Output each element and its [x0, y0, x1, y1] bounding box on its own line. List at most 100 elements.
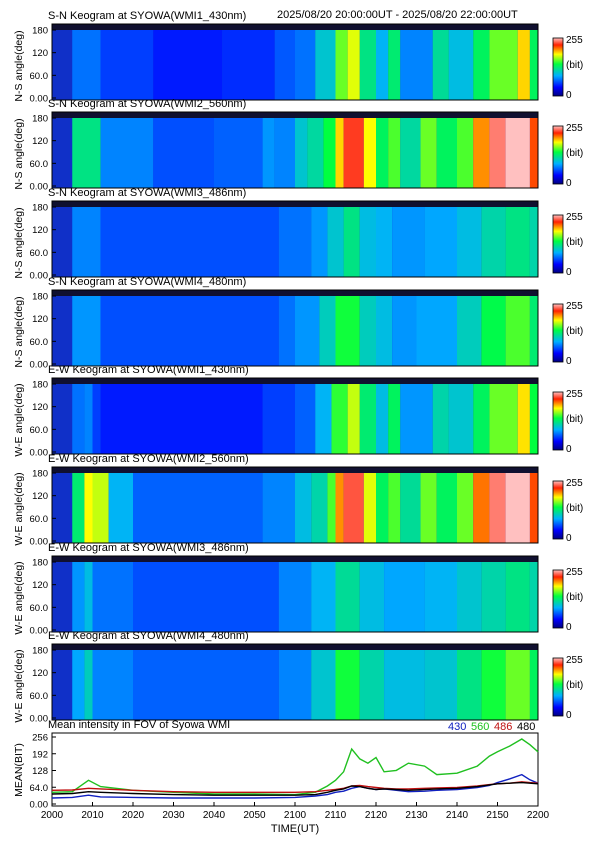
- keogram-column: [529, 473, 538, 543]
- keogram-column: [214, 118, 263, 188]
- tick-label: 180: [32, 26, 48, 37]
- keogram-column: [505, 562, 530, 632]
- keogram-column: [262, 473, 295, 543]
- colorbar-min: 0: [566, 444, 572, 455]
- tick-label: 0.00: [30, 626, 49, 637]
- keogram-column: [529, 384, 538, 454]
- panel-title: S-N Keogram at SYOWA(WMI2_560nm): [48, 98, 246, 110]
- colorbar: 255 (bit) 0: [552, 35, 583, 101]
- colorbar-unit: (bit): [566, 503, 583, 514]
- keogram-column: [278, 296, 295, 366]
- keogram-column: [323, 118, 336, 188]
- keogram-column: [392, 296, 417, 366]
- keogram-column: [295, 384, 316, 454]
- keogram-column: [72, 296, 101, 366]
- legend-entry: 430: [448, 721, 466, 733]
- keogram-column: [436, 118, 457, 188]
- keogram-top-band: [52, 24, 538, 30]
- keogram-column: [335, 650, 360, 720]
- axis-label: N-S angle(deg): [13, 30, 25, 101]
- keogram-column: [448, 30, 474, 100]
- keogram-column: [311, 473, 328, 543]
- keogram-column: [295, 118, 308, 188]
- series-line: [51, 781, 539, 796]
- keogram-top-band: [52, 644, 538, 650]
- tick-label: 0.00: [30, 714, 49, 725]
- keogram-top-band: [52, 112, 538, 118]
- keogram-column: [400, 384, 433, 454]
- keogram-column: [359, 384, 376, 454]
- keogram-column: [100, 207, 214, 277]
- keogram-column: [489, 30, 518, 100]
- keogram-column: [505, 118, 530, 188]
- keogram-column: [489, 118, 506, 188]
- keogram-column: [359, 207, 376, 277]
- axis-label: W-E angle(deg): [13, 383, 25, 456]
- colorbar-unit: (bit): [566, 148, 583, 159]
- colorbar-max: 255: [566, 35, 583, 46]
- colorbar-unit: (bit): [566, 680, 583, 691]
- keogram-column: [359, 30, 376, 100]
- keogram-column: [84, 473, 93, 543]
- keogram-column: [335, 118, 344, 188]
- tick-label: 120: [32, 580, 48, 591]
- legend-entry: 480: [517, 721, 535, 733]
- x-tick-label: 2200: [527, 810, 550, 821]
- panel-title: E-W Keogram at SYOWA(WMI2_560nm): [48, 453, 249, 465]
- keogram-column: [72, 207, 101, 277]
- x-tick-label: 2140: [446, 810, 469, 821]
- x-tick-label: 2000: [41, 810, 64, 821]
- keogram-column: [436, 473, 457, 543]
- colorbar-unit: (bit): [566, 414, 583, 425]
- keogram-column: [214, 384, 263, 454]
- colorbar: 255 (bit) 0: [552, 123, 583, 189]
- keogram-column: [457, 562, 482, 632]
- keogram-column: [359, 562, 385, 632]
- y-tick-label: 256: [32, 733, 48, 744]
- keogram-column: [388, 118, 401, 188]
- keogram-column: [92, 473, 109, 543]
- panel-title: E-W Keogram at SYOWA(WMI4_480nm): [48, 630, 249, 642]
- panel-title: S-N Keogram at SYOWA(WMI3_486nm): [48, 187, 246, 199]
- keogram-column: [295, 296, 320, 366]
- x-tick-label: 2120: [365, 810, 388, 821]
- keogram-column: [214, 207, 279, 277]
- keogram-column: [214, 296, 279, 366]
- axis-label: W-E angle(deg): [13, 649, 25, 722]
- keogram-column: [529, 562, 538, 632]
- x-tick-label: 2110: [325, 810, 347, 821]
- date-range: 2025/08/20 20:00:00UT - 2025/08/20 22:00…: [277, 9, 518, 21]
- keogram-column: [481, 296, 506, 366]
- keogram-panel: E-W Keogram at SYOWA(WMI4_480nm) W-E angl…: [13, 630, 583, 725]
- tick-label: 0.00: [30, 271, 49, 282]
- keogram-column: [457, 296, 482, 366]
- keogram-column: [529, 650, 538, 720]
- tick-label: 60.0: [30, 691, 49, 702]
- keogram-column: [84, 650, 93, 720]
- colorbar-min: 0: [566, 710, 572, 721]
- colorbar: 255 (bit) 0: [552, 212, 583, 278]
- tick-label: 180: [32, 469, 48, 480]
- colorbar: 255 (bit) 0: [552, 478, 583, 544]
- tick-label: 0.00: [30, 448, 49, 459]
- keogram-column: [400, 473, 421, 543]
- keogram-column: [84, 384, 93, 454]
- keogram-column: [400, 118, 421, 188]
- colorbar: 255 (bit) 0: [552, 389, 583, 455]
- keogram-column: [473, 30, 490, 100]
- keogram-column: [384, 562, 425, 632]
- keogram-panel: E-W Keogram at SYOWA(WMI2_560nm) W-E angl…: [13, 453, 583, 548]
- keogram-column: [347, 30, 360, 100]
- keogram-column: [505, 473, 530, 543]
- keogram-column: [359, 650, 385, 720]
- keogram-column: [72, 30, 101, 100]
- tick-label: 60.0: [30, 603, 49, 614]
- keogram-column: [335, 562, 360, 632]
- tick-label: 120: [32, 402, 48, 413]
- y-tick-label: 128: [32, 766, 48, 777]
- keogram-column: [505, 296, 530, 366]
- keogram-column: [416, 296, 457, 366]
- x-tick-label: 2130: [405, 810, 428, 821]
- keogram-column: [448, 384, 474, 454]
